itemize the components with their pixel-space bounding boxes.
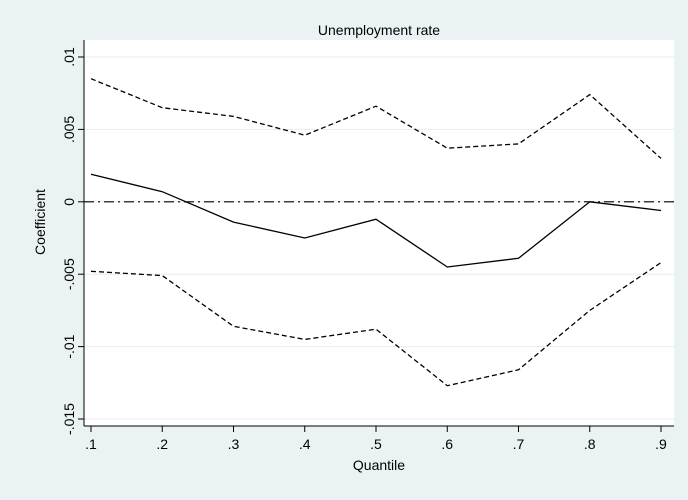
x-tick-label: .2 xyxy=(156,436,168,452)
series-line-estimate xyxy=(90,173,662,268)
y-tick-label: .01 xyxy=(61,47,77,67)
plot-area xyxy=(84,40,674,426)
x-tick-label: .1 xyxy=(85,436,97,452)
x-tick-label: .7 xyxy=(513,436,525,452)
y-tick-label: 0 xyxy=(61,198,77,206)
chart-title: Unemployment rate xyxy=(317,22,441,38)
x-tick-label: .6 xyxy=(441,436,453,452)
x-axis-label: Quantile xyxy=(352,457,406,473)
y-tick-label: -.015 xyxy=(61,403,77,435)
series-line-lower-bound xyxy=(90,262,662,387)
x-tick-label: .8 xyxy=(584,436,596,452)
x-tick-label: .9 xyxy=(655,436,667,452)
series-line-upper-bound xyxy=(90,78,662,159)
x-tick-label: .4 xyxy=(299,436,311,452)
y-tick-label: -.01 xyxy=(61,334,77,358)
x-tick-label: .5 xyxy=(370,436,382,452)
y-tick-label: .005 xyxy=(61,116,77,143)
x-tick-label: .3 xyxy=(228,436,240,452)
y-tick-label: -.005 xyxy=(61,258,77,290)
